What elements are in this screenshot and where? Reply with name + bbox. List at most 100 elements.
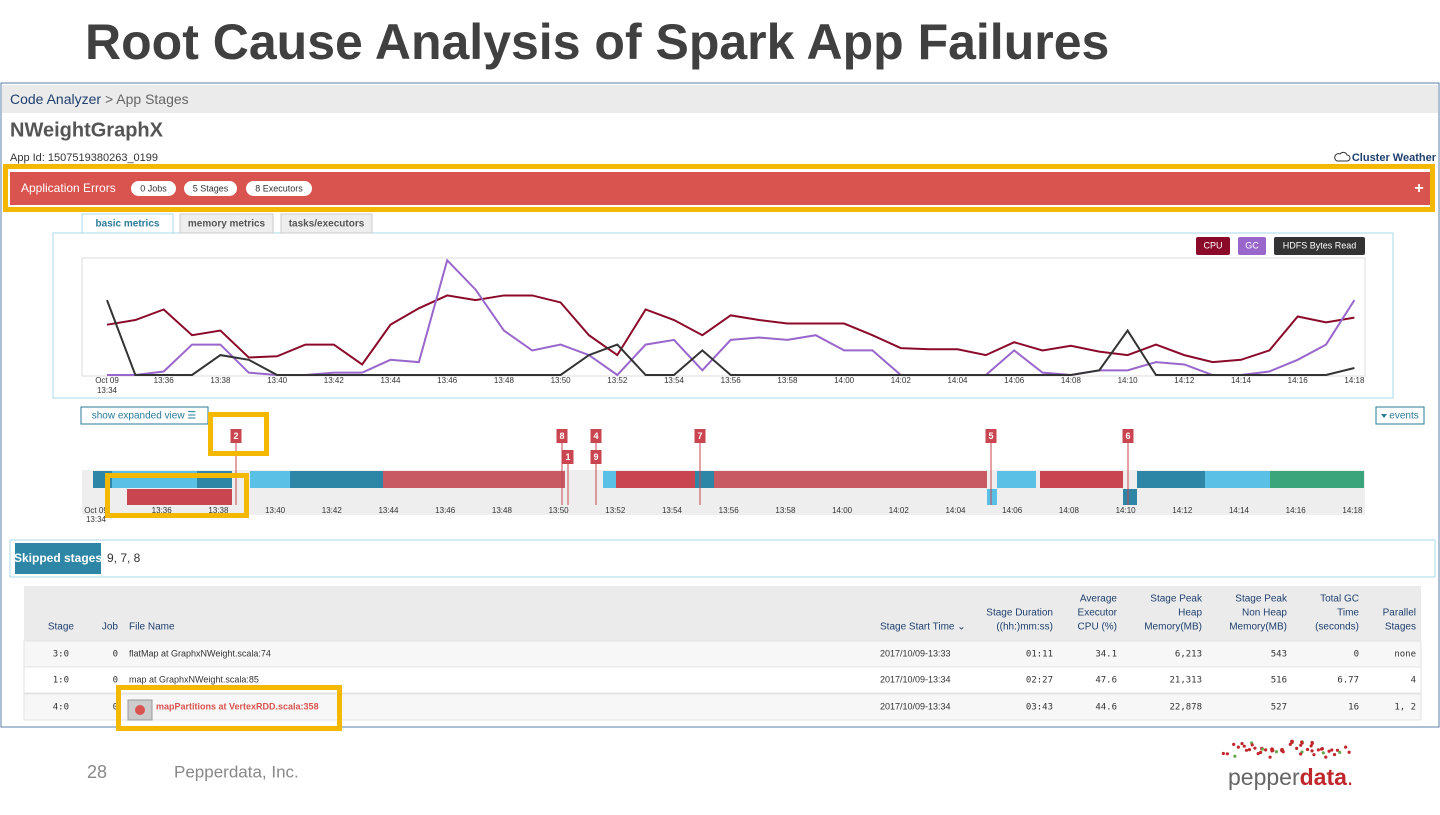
table-cell: 6,213 xyxy=(1175,650,1202,660)
logo-dot-mark xyxy=(1244,748,1249,752)
logo-dot-mark xyxy=(1221,751,1225,756)
highlight-box xyxy=(3,164,1435,212)
app-name: NWeightGraphX xyxy=(10,119,164,141)
cluster-weather[interactable]: Cluster Weather xyxy=(1352,152,1437,164)
stage-marker-label[interactable]: 1 xyxy=(565,452,570,462)
table-header: Stage xyxy=(48,622,75,633)
table-header[interactable]: Stage Start Time ⌄ xyxy=(880,622,966,633)
tab[interactable] xyxy=(81,213,174,234)
table-cell: 1:0 xyxy=(53,676,69,686)
x-tick-label: 13:50 xyxy=(551,376,572,385)
tab[interactable] xyxy=(179,213,274,234)
stage-bar[interactable] xyxy=(1205,471,1270,488)
stage-bar[interactable] xyxy=(1123,489,1137,505)
stage-bar[interactable] xyxy=(603,471,616,488)
logo-dot-mark xyxy=(1316,748,1320,752)
app-id: App Id: 1507519380263_0199 xyxy=(10,152,158,164)
logo-dot-mark xyxy=(1309,744,1313,748)
stage-marker-label[interactable]: 5 xyxy=(988,431,993,441)
x-tick-label: 14:14 xyxy=(1229,506,1250,515)
breadcrumb-root[interactable]: Code Analyzer xyxy=(10,91,101,107)
legend-label[interactable]: HDFS Bytes Read xyxy=(1283,240,1357,250)
stage-marker[interactable] xyxy=(590,450,602,464)
stage-marker[interactable] xyxy=(562,450,574,464)
legend-label[interactable]: GC xyxy=(1245,240,1259,250)
table-header: Memory(MB) xyxy=(1144,622,1202,633)
x-tick-label: 14:04 xyxy=(947,376,968,385)
stage-marker-label[interactable]: 8 xyxy=(559,431,564,441)
breadcrumb-sep: > xyxy=(105,91,113,107)
legend-swatch[interactable] xyxy=(1274,237,1365,255)
logo-second: data xyxy=(1300,764,1348,790)
stage-marker-label[interactable]: 6 xyxy=(1125,431,1130,441)
stage-marker[interactable] xyxy=(1122,429,1134,443)
stage-bar[interactable] xyxy=(997,471,1036,488)
table-header: (seconds) xyxy=(1315,622,1359,633)
tab-label[interactable]: tasks/executors xyxy=(289,219,365,230)
table-cell: 22,878 xyxy=(1169,703,1202,713)
error-badge[interactable] xyxy=(131,181,176,196)
logo-dot-mark xyxy=(1310,749,1314,753)
events-button[interactable] xyxy=(1375,406,1425,425)
error-badge[interactable] xyxy=(184,181,237,196)
x-tick-label: 13:54 xyxy=(662,506,683,515)
stage-bar[interactable] xyxy=(127,489,232,505)
x-tick-label: 14:00 xyxy=(834,376,855,385)
x-tick-label: 14:12 xyxy=(1172,506,1193,515)
stage-bar[interactable] xyxy=(290,471,383,488)
logo-dot-mark xyxy=(1320,746,1324,751)
legend-label[interactable]: CPU xyxy=(1203,240,1222,250)
stage-marker[interactable] xyxy=(694,429,706,443)
x-tick-label: 14:10 xyxy=(1116,506,1137,515)
skipped-panel xyxy=(9,539,1436,578)
table-cell: 516 xyxy=(1271,676,1287,686)
stage-marker-label[interactable]: 4 xyxy=(593,431,598,441)
x-tick-label: 14:02 xyxy=(891,376,912,385)
errors-title: Application Errors xyxy=(21,181,116,195)
stage-bar[interactable] xyxy=(987,489,997,505)
stage-bar[interactable] xyxy=(1270,471,1364,488)
x-tick-label: 14:14 xyxy=(1231,376,1252,385)
stage-marker[interactable] xyxy=(556,429,568,443)
error-badge[interactable] xyxy=(246,181,312,196)
x-tick-label: 13:36 xyxy=(154,376,175,385)
table-cell[interactable]: map at GraphxNWeight.scala:85 xyxy=(129,674,259,684)
table-cell[interactable]: mapPartitions at VertexRDD.scala:358 xyxy=(156,701,319,711)
errors-toggle[interactable]: + xyxy=(1414,180,1423,197)
stage-marker[interactable] xyxy=(230,429,242,443)
stage-bar[interactable] xyxy=(250,471,290,488)
stage-marker[interactable] xyxy=(590,429,602,443)
stage-marker-label[interactable]: 9 xyxy=(593,452,598,462)
legend-swatch[interactable] xyxy=(1238,237,1266,255)
highlight-box xyxy=(208,412,269,456)
logo-dot-mark xyxy=(1347,750,1351,754)
tab[interactable] xyxy=(280,213,373,234)
error-badge-label[interactable]: 8 Executors xyxy=(255,183,303,193)
legend-swatch[interactable] xyxy=(1196,237,1230,255)
tab-label[interactable]: memory metrics xyxy=(188,219,266,230)
table-cell: 6.77 xyxy=(1337,676,1359,686)
stage-marker-label[interactable]: 7 xyxy=(697,431,702,441)
caret-icon xyxy=(1381,414,1387,418)
logo-dot-mark xyxy=(1290,740,1294,744)
table-cell[interactable]: flatMap at GraphxNWeight.scala:74 xyxy=(129,648,271,658)
stage-marker[interactable] xyxy=(985,429,997,443)
stage-bar[interactable] xyxy=(714,471,987,488)
stage-bar[interactable] xyxy=(1040,471,1123,488)
stage-bar[interactable] xyxy=(616,471,695,488)
table-cell: 0 xyxy=(113,676,118,686)
tab-label[interactable]: basic metrics xyxy=(96,219,160,230)
x-tick-label: 13:58 xyxy=(775,506,796,515)
x-tick-label: 13:50 xyxy=(549,506,570,515)
stage-marker-label[interactable]: 2 xyxy=(233,431,238,441)
table-cell: 2017/10/09-13:33 xyxy=(880,648,951,658)
stage-bar[interactable] xyxy=(383,471,565,488)
error-badge-label[interactable]: 5 Stages xyxy=(193,183,229,193)
error-badge-label[interactable]: 0 Jobs xyxy=(140,183,167,193)
expand-button-label[interactable]: show expanded view ☰ xyxy=(92,411,197,422)
stage-bar[interactable] xyxy=(695,471,714,488)
logo-dot-mark xyxy=(1281,750,1285,754)
stage-bar[interactable] xyxy=(1137,471,1205,488)
events-button-label[interactable]: events xyxy=(1389,411,1418,422)
